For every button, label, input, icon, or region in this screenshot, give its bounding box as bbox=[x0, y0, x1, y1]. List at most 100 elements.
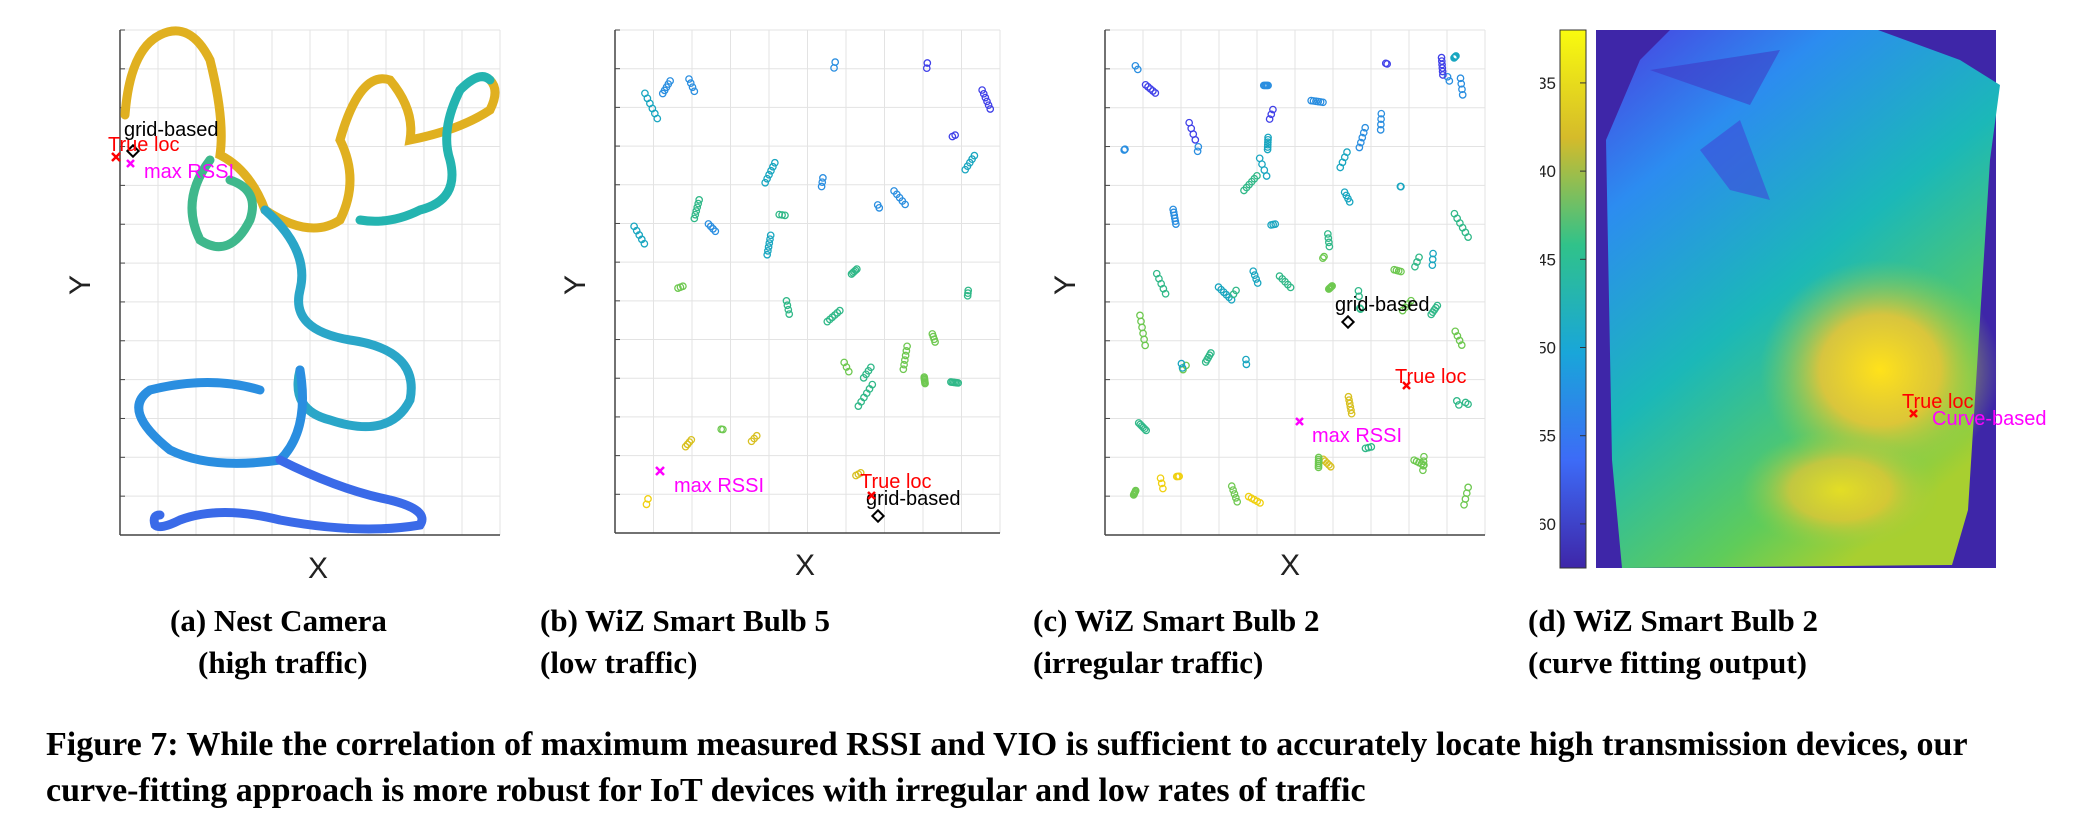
colorbar bbox=[1559, 29, 1587, 569]
scatter-point bbox=[1242, 355, 1250, 364]
scatter-point bbox=[765, 239, 774, 247]
scatter-point bbox=[783, 301, 792, 310]
scatter-point bbox=[902, 347, 911, 355]
scatter-point bbox=[1413, 258, 1421, 266]
scatter-point bbox=[978, 86, 986, 94]
scatter-point bbox=[1453, 332, 1462, 340]
scatter-point bbox=[1355, 143, 1364, 152]
scatter-point bbox=[1194, 142, 1203, 151]
scatter-point bbox=[847, 270, 856, 278]
scatter-point bbox=[1464, 233, 1472, 241]
heatmap-d: -35 -40 -45 -50 -55 -60 True loc Curve-based bbox=[1540, 29, 2047, 569]
scatter-point bbox=[1250, 271, 1259, 279]
scatter-point bbox=[1458, 90, 1467, 99]
scatter-point bbox=[1230, 490, 1239, 498]
scatter-point bbox=[1452, 397, 1461, 405]
scatter-point bbox=[1450, 54, 1458, 62]
scatter-point bbox=[1227, 482, 1236, 491]
scatter-point bbox=[964, 289, 972, 297]
scatter-point bbox=[767, 166, 775, 175]
scatter-point bbox=[1264, 133, 1272, 142]
scatter-point bbox=[640, 239, 649, 248]
scatter-point bbox=[1458, 85, 1466, 94]
scatter-point bbox=[1138, 323, 1146, 332]
heatmap-hotspot bbox=[1760, 260, 2000, 480]
scatter-point bbox=[1157, 479, 1166, 488]
scatter-point bbox=[747, 437, 756, 446]
scatter-point bbox=[1263, 143, 1272, 151]
scatter-point bbox=[1177, 359, 1186, 368]
panel-b: X Y True loc grid-based max RSSI bbox=[550, 10, 1070, 590]
scatter-point bbox=[693, 203, 702, 212]
scatter-point bbox=[1443, 72, 1452, 81]
scatter-point bbox=[1263, 145, 1272, 154]
scatter-point bbox=[1355, 292, 1363, 301]
scatter-point bbox=[784, 305, 793, 314]
trajectory-segment bbox=[187, 155, 257, 252]
scatter-point bbox=[1383, 60, 1392, 68]
scatter-point bbox=[690, 214, 699, 223]
scatter-point bbox=[1325, 238, 1333, 247]
true-loc-label-a: True loc bbox=[108, 134, 180, 156]
scatter-point bbox=[683, 440, 692, 449]
scatter-point bbox=[1377, 115, 1385, 123]
scatter-point bbox=[1445, 77, 1454, 85]
scatter-point bbox=[1159, 484, 1167, 493]
scatter-point bbox=[1356, 138, 1365, 147]
scatter-point bbox=[711, 227, 720, 236]
scatter-point bbox=[1420, 452, 1428, 461]
scatter-point bbox=[1397, 182, 1405, 191]
scatter-point bbox=[642, 500, 651, 509]
trajectory-segment bbox=[120, 26, 500, 233]
scatter-point bbox=[770, 158, 779, 167]
scatter-point bbox=[1415, 253, 1423, 262]
scatter-point bbox=[1323, 230, 1332, 238]
scatter-point bbox=[1252, 275, 1261, 283]
scatter-point bbox=[1347, 406, 1355, 415]
scatter-point bbox=[1460, 500, 1468, 509]
scatter-point bbox=[761, 178, 770, 187]
scatter-point bbox=[818, 178, 827, 187]
scatter-point bbox=[764, 247, 772, 255]
grid-based-marker-c bbox=[1340, 314, 1356, 330]
scatter-point bbox=[1264, 81, 1272, 90]
grid-c bbox=[1104, 29, 1486, 536]
scatter-point bbox=[1120, 146, 1129, 154]
scatter-point bbox=[1156, 474, 1165, 483]
scatter-point bbox=[1263, 140, 1272, 149]
scatter-point bbox=[674, 284, 682, 292]
scatter-point bbox=[900, 360, 908, 369]
scatter-point bbox=[1356, 305, 1365, 314]
scatter-point bbox=[1455, 336, 1464, 345]
scatter-point bbox=[984, 101, 993, 110]
scatter-point bbox=[1326, 462, 1335, 471]
grid-based-label-b: grid-based bbox=[866, 488, 961, 510]
scatter-point bbox=[1439, 71, 1447, 79]
scatter-point bbox=[692, 207, 701, 215]
scatter-point bbox=[1457, 79, 1466, 88]
scatter-point bbox=[849, 268, 857, 277]
trajectory-segment bbox=[134, 365, 307, 468]
trajectory-segment bbox=[260, 205, 416, 432]
scatter-point bbox=[923, 59, 932, 67]
scatter-point bbox=[763, 174, 771, 183]
scatter-point bbox=[1140, 335, 1148, 344]
subcaption-c: (c) WiZ Smart Bulb 2 (irregular traffic) bbox=[1033, 603, 1320, 680]
scatter-plot-c: X Y grid-based True loc max RSSI bbox=[1049, 29, 1486, 582]
true-loc-marker-d bbox=[1909, 409, 1918, 418]
scatter-point bbox=[961, 165, 970, 174]
scatter-point bbox=[1267, 221, 1275, 229]
scatter-point bbox=[1129, 491, 1138, 499]
ylabel-a: Y bbox=[64, 275, 97, 295]
colorbar-tick-label: -45 bbox=[1540, 250, 1556, 269]
scatter-point bbox=[1358, 133, 1367, 142]
scatter-point bbox=[1361, 444, 1370, 453]
grid-based-marker-a bbox=[125, 143, 141, 159]
true-loc-label-c: True loc bbox=[1395, 366, 1467, 388]
true-loc-label-b: True loc bbox=[860, 471, 932, 493]
scatter-point bbox=[691, 210, 700, 219]
scatter-point bbox=[1319, 98, 1327, 107]
scatter-point bbox=[903, 342, 911, 351]
scatter-point bbox=[1233, 497, 1242, 506]
scatter-point bbox=[1264, 135, 1272, 144]
